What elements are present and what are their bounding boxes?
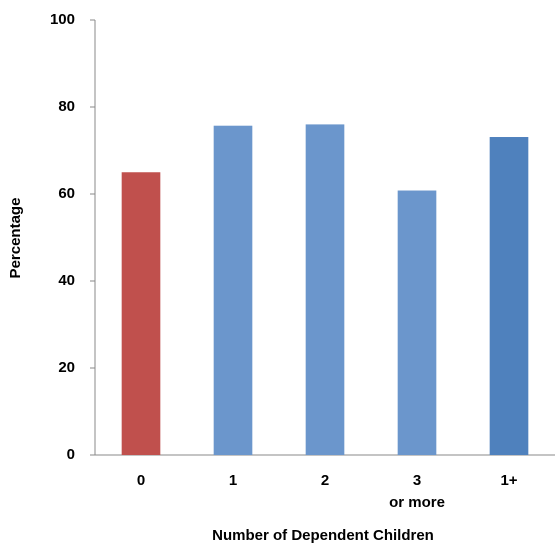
x-tick-label: 3 or more — [389, 472, 445, 511]
y-tick-label: 60 — [58, 185, 75, 202]
x-tick-label: 1+ — [500, 472, 517, 489]
y-axis-label: Percentage — [7, 198, 24, 279]
y-tick-label: 0 — [67, 446, 75, 463]
bar — [213, 125, 253, 455]
bar — [305, 124, 345, 456]
y-tick-label: 20 — [58, 359, 75, 376]
bar — [397, 190, 437, 455]
x-tick-label: 1 — [229, 472, 237, 489]
y-tick-label: 80 — [58, 98, 75, 115]
x-tick-label: 0 — [137, 472, 145, 489]
bar — [489, 137, 529, 455]
x-tick-label: 2 — [321, 472, 329, 489]
bar — [121, 172, 161, 455]
y-tick-label: 40 — [58, 272, 75, 289]
y-tick-label: 100 — [50, 11, 75, 28]
x-axis-label: Number of Dependent Children — [212, 527, 434, 544]
